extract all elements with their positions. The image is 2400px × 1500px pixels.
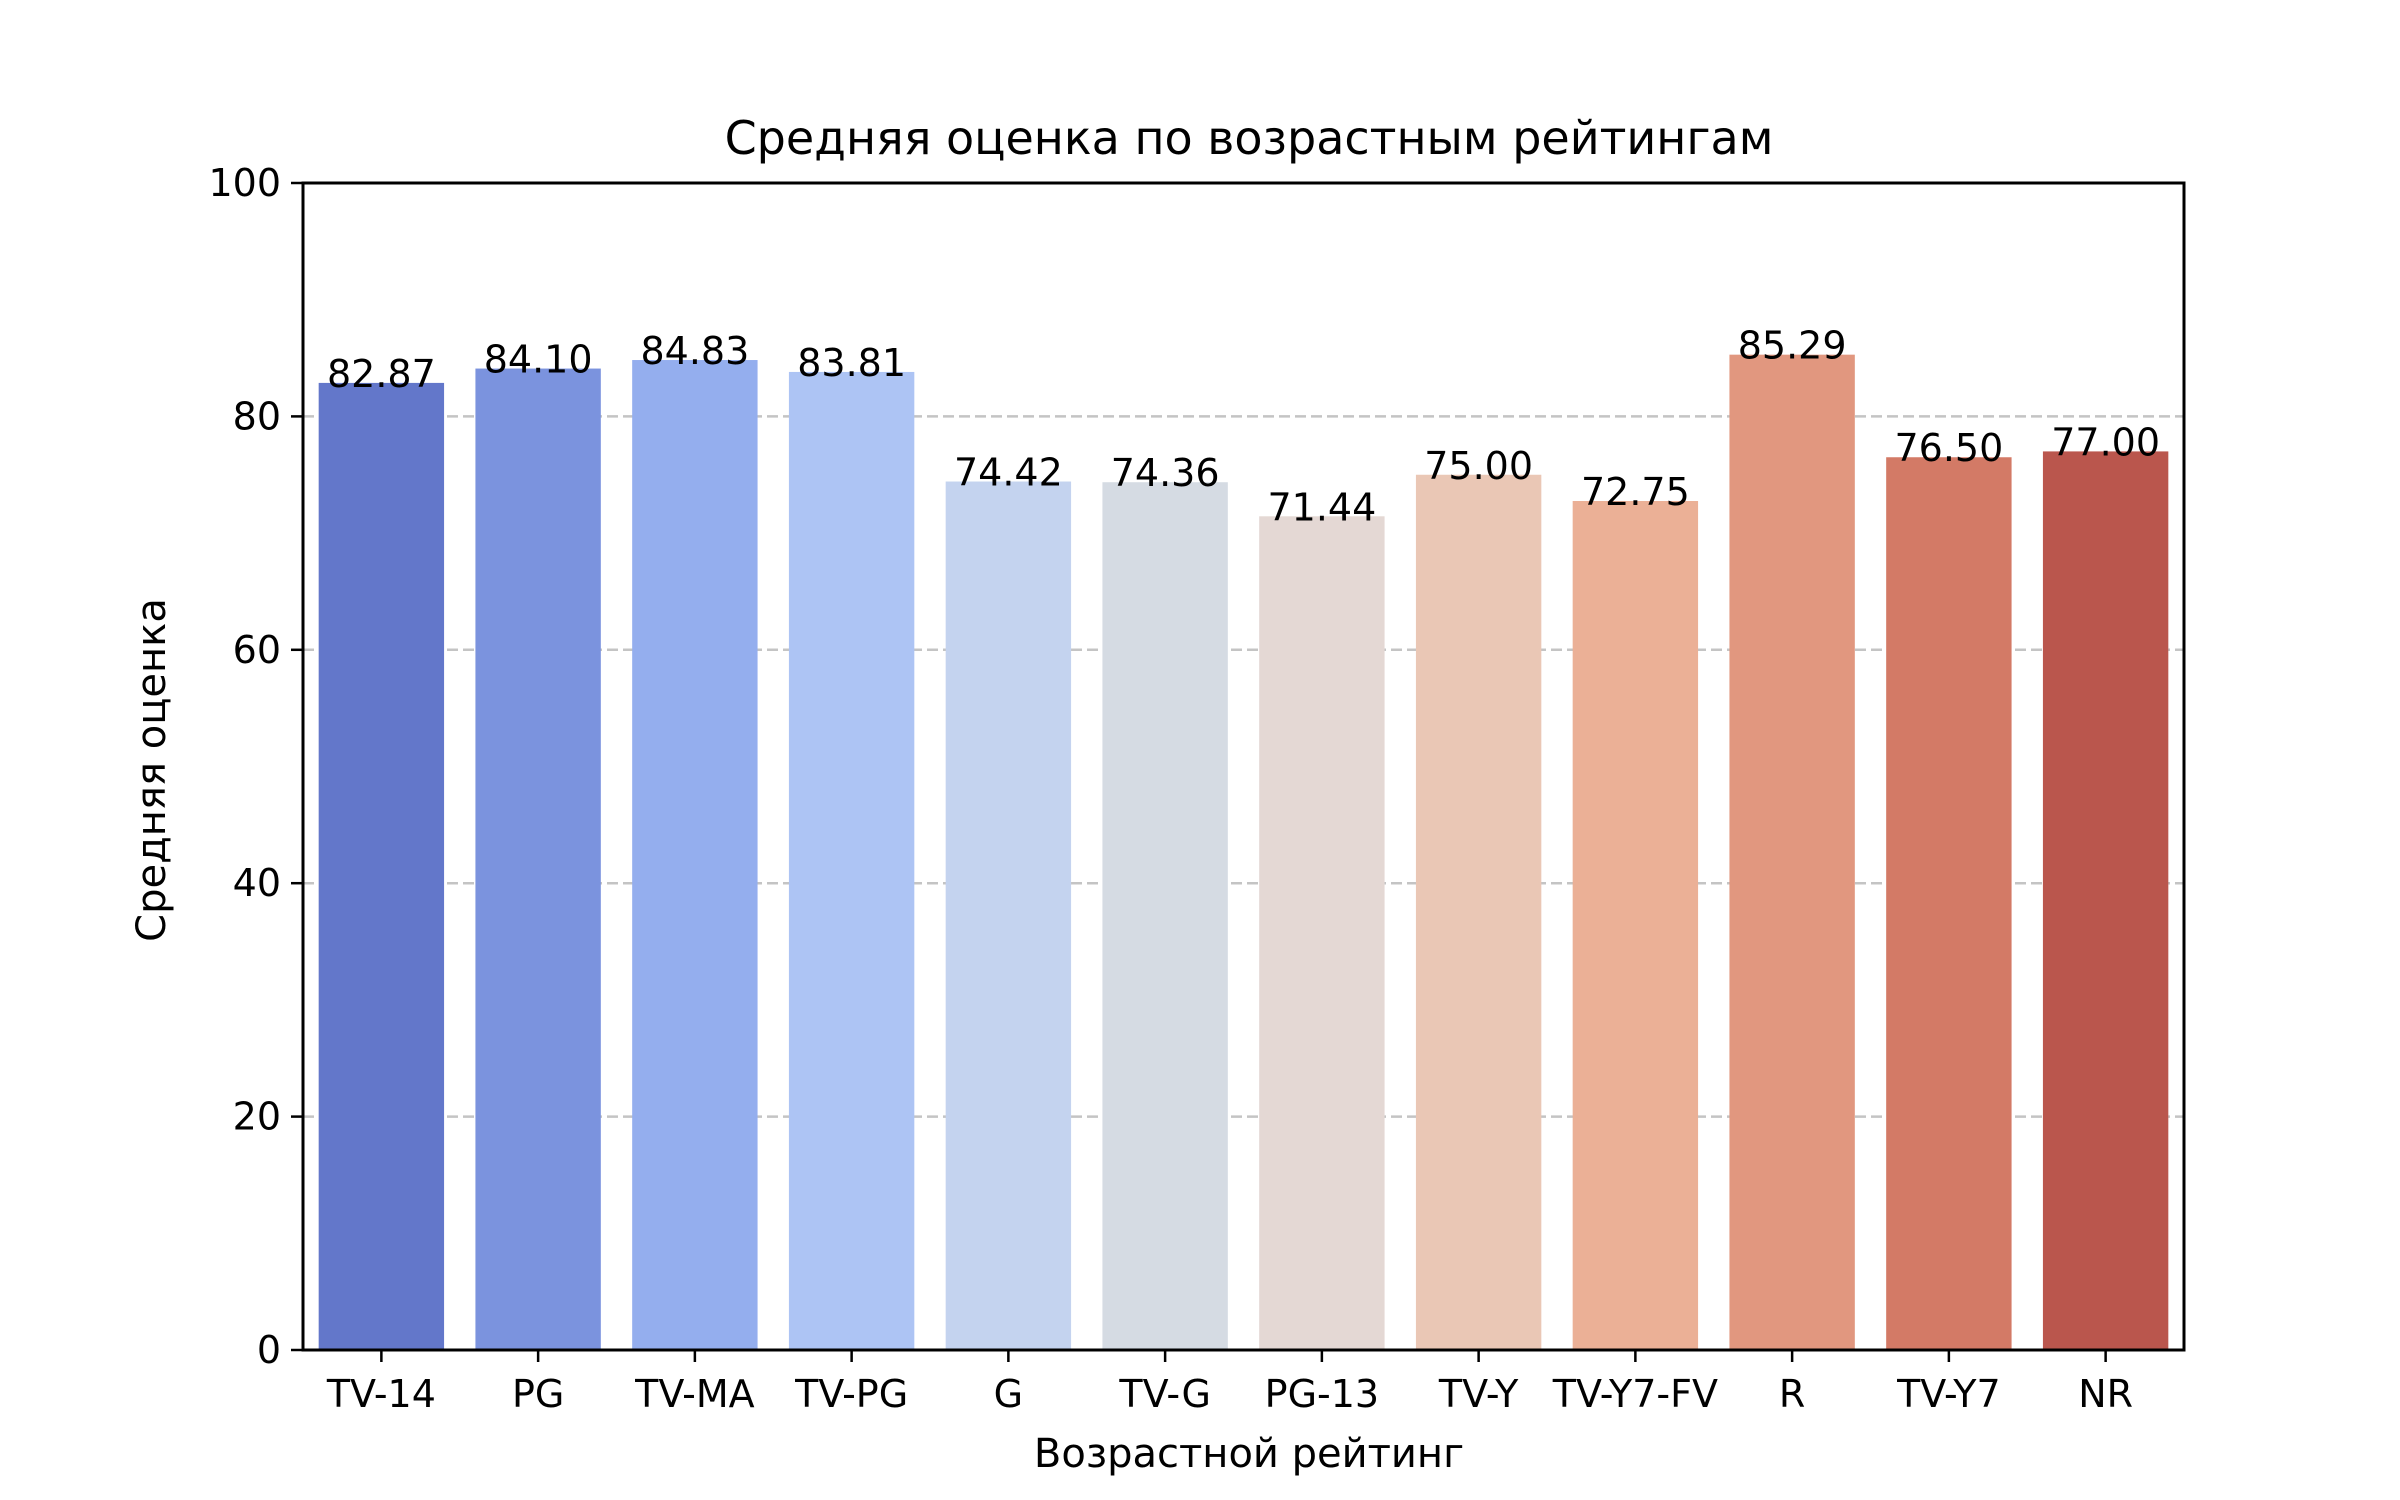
- bar-tv-ma: [632, 360, 758, 1350]
- bar-tv-y7-fv: [1572, 501, 1699, 1350]
- x-tick-label: R: [1779, 1372, 1805, 1416]
- y-tick-label: 60: [233, 628, 281, 672]
- bar-tv-g: [1102, 482, 1228, 1350]
- bar-value-label: 74.36: [1111, 451, 1220, 495]
- bar-r: [1729, 354, 1855, 1350]
- x-tick-label: TV-Y7-FV: [1552, 1372, 1718, 1416]
- bar-value-label: 77.00: [2051, 420, 2160, 464]
- x-tick-label: TV-Y7: [1896, 1372, 2001, 1416]
- x-tick-label: G: [994, 1372, 1023, 1416]
- bar-value-label: 71.44: [1267, 485, 1376, 529]
- bar-tv-pg: [788, 371, 915, 1351]
- bar-tv-y: [1415, 474, 1542, 1350]
- x-tick-label: PG: [512, 1372, 564, 1416]
- bar-tv-14: [318, 382, 445, 1350]
- x-tick-label: TV-14: [326, 1372, 436, 1416]
- x-axis-ticks: TV-14 PG TV-MA TV-PG G TV-G PG-13 TV-Y TV-Y7-FV R…: [326, 1350, 2133, 1416]
- grid-lines: [303, 415, 2184, 1118]
- x-tick-label: TV-G: [1118, 1372, 1211, 1416]
- chart-title: Средняя оценка по возрастным рейтингам: [725, 111, 1774, 165]
- x-tick-label: TV-Y: [1438, 1372, 1519, 1416]
- y-axis-ticks: 0 20 40 60 80 100: [208, 161, 303, 1372]
- bar-pg-13: [1259, 516, 1385, 1350]
- bar-value-label: 83.81: [797, 341, 906, 385]
- x-tick-label: TV-MA: [634, 1372, 754, 1416]
- plot-frame: [301, 181, 2186, 1352]
- bar-value-label: 72.75: [1581, 470, 1690, 514]
- y-tick-label: 80: [233, 394, 281, 438]
- bar-value-label: 74.42: [954, 451, 1063, 495]
- bar-value-label: 84.10: [484, 338, 593, 382]
- x-tick-label: PG-13: [1265, 1372, 1379, 1416]
- y-tick-label: 100: [208, 161, 281, 205]
- bar-g: [945, 481, 1072, 1351]
- y-tick-label: 0: [257, 1328, 281, 1372]
- bar-pg: [475, 368, 601, 1351]
- bar-value-label: 75.00: [1424, 444, 1533, 488]
- bar-value-label: 76.50: [1894, 426, 2003, 470]
- y-axis-label: Средняя оценка: [129, 598, 175, 942]
- x-tick-label: TV-PG: [794, 1372, 908, 1416]
- bar-tv-y7: [1886, 457, 2012, 1350]
- x-axis-label: Возрастной рейтинг: [1034, 1431, 1464, 1477]
- bar-value-label: 84.83: [640, 329, 749, 373]
- bar-value-labels: 82.87 84.10 84.83 83.81 74.42 74.36 71.44 75.00…: [327, 324, 2160, 530]
- bar-nr: [2042, 451, 2169, 1350]
- bar-value-label: 85.29: [1738, 324, 1847, 368]
- y-tick-label: 40: [233, 861, 281, 905]
- bar-value-label: 82.87: [327, 352, 436, 396]
- x-tick-label: NR: [2078, 1372, 2133, 1416]
- y-tick-label: 20: [233, 1095, 281, 1139]
- bars: [318, 354, 2169, 1351]
